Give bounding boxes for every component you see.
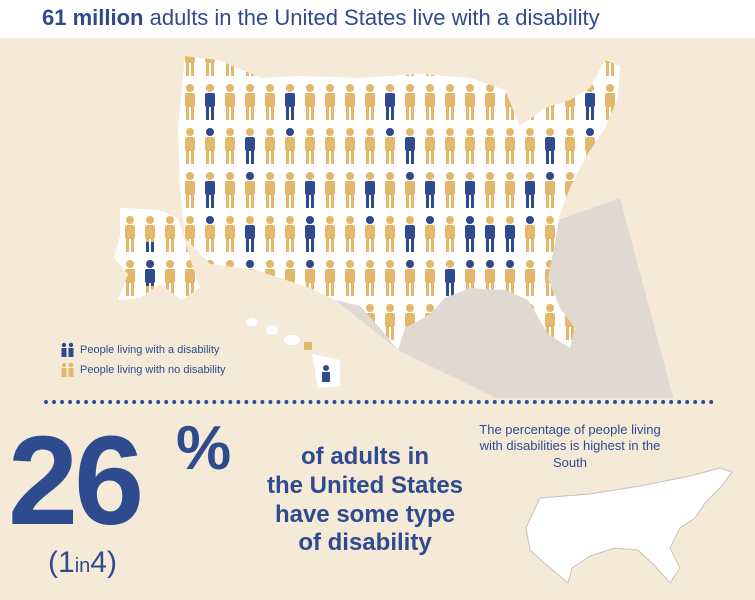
stat-number: 26	[8, 410, 144, 551]
person-pair-icon	[61, 362, 74, 377]
header-bar: 61 million adults in the United States l…	[0, 0, 755, 38]
ratio-open: (1	[48, 546, 75, 579]
page-title: 61 million adults in the United States l…	[42, 5, 600, 31]
desc-line-4: of disability	[298, 529, 432, 557]
ratio-in: in	[74, 555, 91, 577]
south-note: The percentage of people living with dis…	[479, 422, 661, 470]
legend-item-no-disability: People living with no disability	[60, 360, 226, 380]
legend-label-no-disability: People living with no disability	[80, 364, 226, 376]
desc-line-2: the United States	[266, 471, 464, 499]
desc-line-3: have some type	[274, 500, 456, 528]
stat-description: of adults in the United States have some…	[250, 443, 480, 558]
stat-percent-sign: %	[176, 414, 232, 483]
legend: People living with a disability People l…	[60, 340, 226, 380]
stat-ratio: (1in4)	[48, 546, 117, 580]
legend-label-disability: People living with a disability	[80, 344, 220, 356]
hawaii-shape	[246, 318, 340, 388]
desc-line-1: of adults in	[301, 443, 429, 470]
title-bold: 61 million	[42, 5, 144, 30]
ratio-close: 4)	[90, 546, 117, 579]
legend-item-disability: People living with a disability	[60, 340, 226, 360]
dotted-divider	[44, 400, 714, 404]
person-pair-icon	[61, 342, 74, 357]
title-rest: adults in the United States live with a …	[143, 5, 600, 30]
south-map	[525, 467, 733, 584]
